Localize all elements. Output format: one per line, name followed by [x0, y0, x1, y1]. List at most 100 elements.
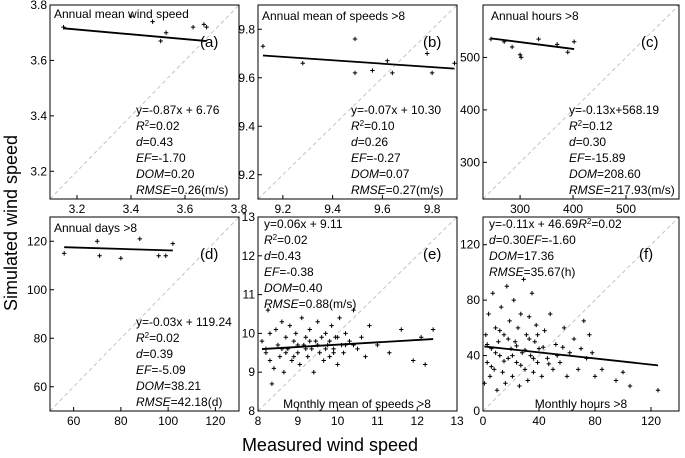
data-point — [352, 70, 358, 76]
x-tick-label: 500 — [616, 202, 636, 216]
data-point — [265, 307, 271, 313]
panel-label: (a) — [200, 34, 218, 51]
data-point — [387, 350, 392, 355]
data-point — [567, 350, 572, 355]
one-to-one-line — [49, 216, 240, 412]
data-point — [329, 323, 334, 328]
data-point — [560, 345, 565, 350]
data-point — [489, 364, 494, 369]
stat-line: y=-0.87x + 6.76 — [136, 103, 220, 117]
data-point — [554, 42, 560, 47]
stat-line: d=0.30EF=-1.60 — [489, 233, 576, 247]
data-point — [359, 335, 364, 340]
stat-line: y=-0.03x + 119.24 — [136, 315, 232, 329]
data-point — [390, 70, 395, 76]
data-point — [281, 370, 287, 375]
data-point — [291, 354, 297, 359]
data-point — [525, 378, 530, 383]
stat-line: d=0.43 — [264, 249, 301, 263]
data-point — [531, 356, 536, 361]
data-point — [501, 358, 507, 364]
data-point — [504, 284, 509, 289]
data-point — [539, 374, 544, 379]
x-tick-label: 8 — [255, 414, 262, 428]
data-point — [337, 315, 342, 321]
y-tick-label: 9 — [248, 365, 255, 379]
data-point — [411, 358, 416, 363]
regression-line — [63, 27, 207, 42]
data-point — [277, 354, 283, 359]
data-point — [518, 311, 523, 317]
x-tick-label: 9.2 — [275, 202, 292, 216]
data-point — [300, 61, 305, 66]
data-point — [536, 36, 541, 42]
data-point — [343, 331, 348, 336]
data-point — [269, 381, 275, 387]
data-point — [518, 363, 523, 368]
data-point — [565, 49, 570, 55]
data-point — [483, 332, 488, 337]
data-point — [501, 332, 507, 337]
panel-title: Annual days >8 — [54, 221, 137, 235]
data-point — [497, 353, 502, 358]
data-point — [158, 38, 163, 44]
data-point — [201, 22, 207, 27]
data-point — [61, 251, 67, 256]
stat-line: R2=0.02 — [264, 233, 308, 248]
data-point — [528, 353, 533, 358]
stat-line: EF=-15.89 — [569, 151, 626, 165]
data-point — [499, 304, 504, 310]
data-point — [599, 367, 605, 372]
data-point — [273, 327, 279, 332]
x-tick-label: 9 — [294, 414, 301, 428]
data-point — [493, 350, 498, 355]
data-point — [321, 358, 326, 363]
data-point — [535, 360, 540, 365]
data-point — [267, 331, 273, 336]
data-point — [399, 327, 404, 332]
plot-frame — [257, 4, 458, 200]
chart-panel-5: 8 9 10 11 12 13 8 9 10 11 12 13 Monthly mean of spee… — [242, 210, 464, 428]
stat-line: R2=0.10 — [351, 119, 395, 134]
data-point — [507, 318, 512, 324]
x-tick-label: 300 — [510, 202, 530, 216]
panel-title: Annual hours >8 — [491, 9, 579, 23]
data-point — [509, 44, 515, 50]
data-point — [452, 61, 457, 66]
x-tick-label: 0 — [480, 414, 487, 428]
stat-line: R2=0.02 — [136, 119, 180, 134]
data-point — [571, 336, 577, 342]
data-point — [531, 370, 536, 375]
data-point — [289, 358, 295, 363]
data-point — [323, 331, 328, 336]
data-point — [515, 325, 521, 331]
plot-frame — [482, 216, 680, 412]
stat-line: y=0.06x + 9.11 — [264, 217, 343, 231]
stat-line: EF=-1.70 — [136, 151, 186, 165]
y-tick-label: 500 — [460, 50, 480, 64]
stat-line: RMSE=35.67(h) — [489, 265, 575, 279]
data-point — [532, 339, 537, 344]
y-tick-label: 11 — [243, 288, 256, 302]
y-tick-label: 3.8 — [30, 0, 47, 12]
data-point — [311, 370, 316, 375]
data-point — [291, 338, 297, 344]
data-point — [283, 350, 289, 355]
data-point — [327, 354, 332, 359]
data-point — [260, 44, 266, 49]
data-point — [655, 388, 661, 393]
data-point — [97, 253, 102, 258]
data-point — [485, 360, 490, 365]
data-point — [385, 58, 390, 63]
data-point — [522, 367, 528, 372]
data-point — [163, 30, 169, 35]
y-tick-label: 10 — [242, 326, 256, 340]
data-point — [335, 335, 340, 340]
data-point — [170, 241, 176, 246]
data-point — [341, 350, 346, 355]
data-point — [375, 342, 380, 348]
data-point — [506, 356, 511, 361]
panel-title: Monthly mean of speeds >8 — [283, 397, 431, 411]
chart-panel-6: 0 40 80 120 0 40 80 120 Monthly hours >8 (f) y=-0.… — [460, 216, 680, 428]
y-tick-label: 8 — [248, 404, 255, 418]
